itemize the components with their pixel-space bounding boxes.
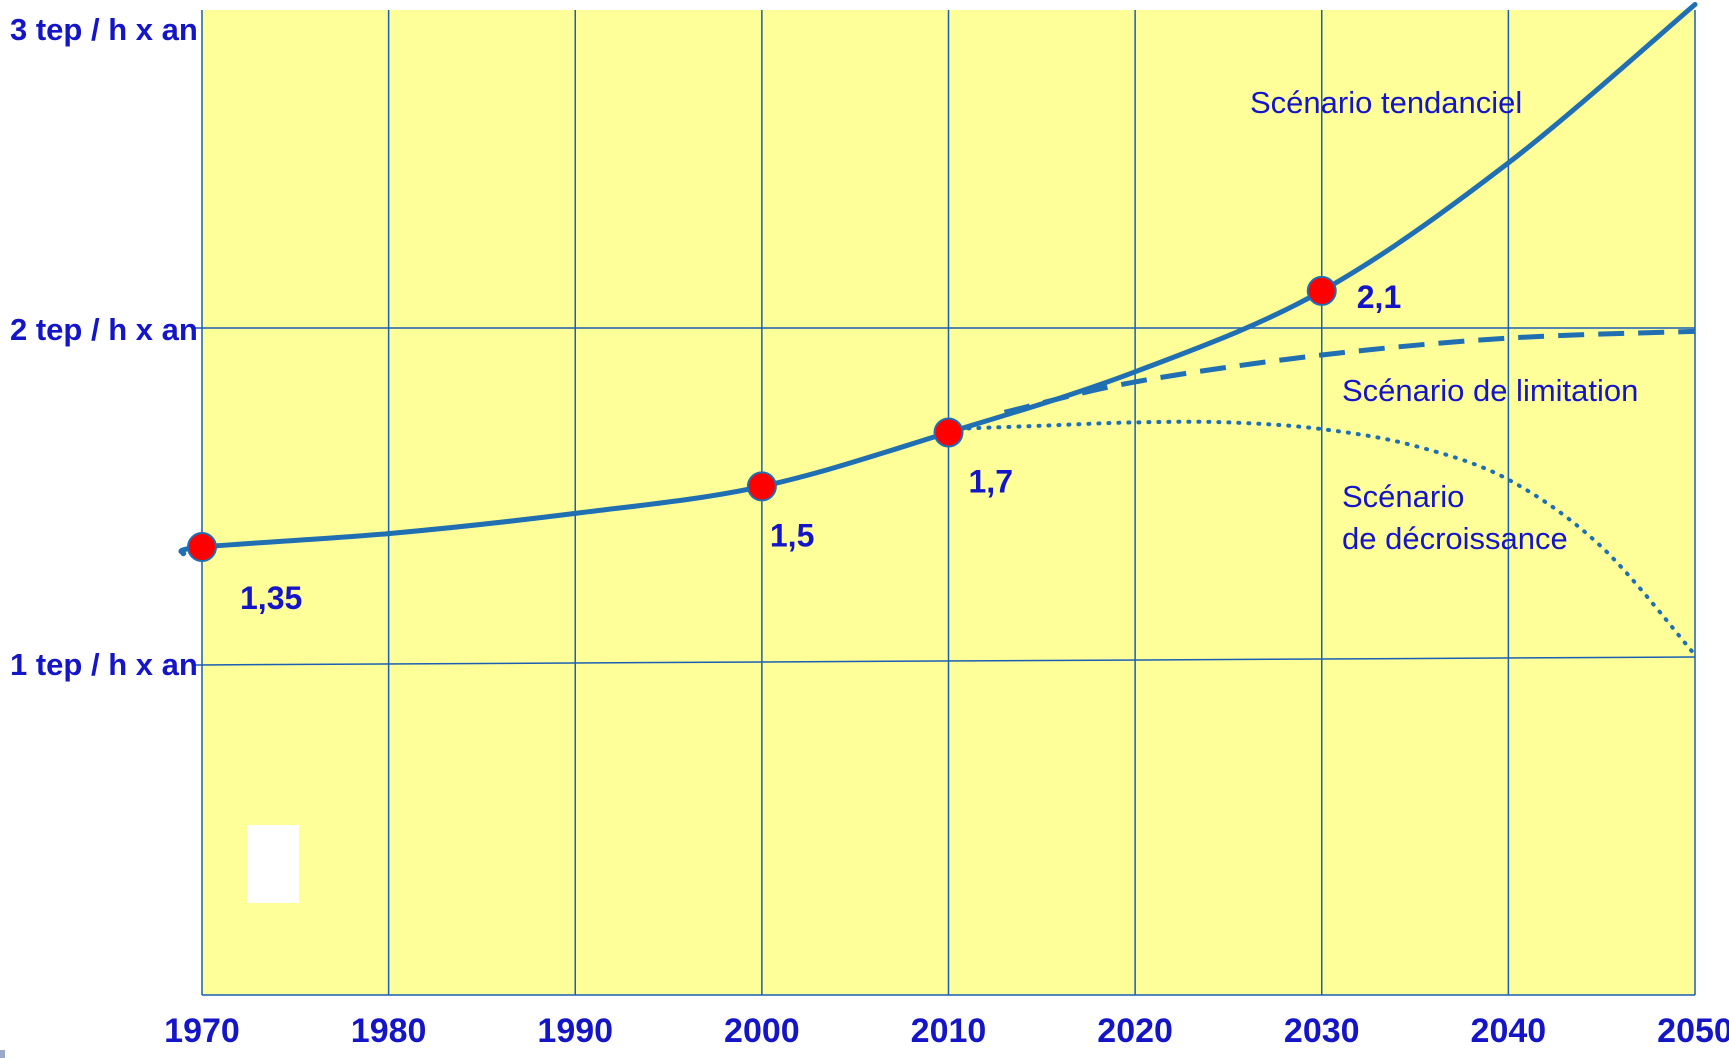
series-annotation: Scénario tendanciel — [1250, 85, 1522, 120]
x-tick-label: 2030 — [1284, 1012, 1360, 1050]
data-point-label: 1,5 — [770, 517, 814, 553]
series-line-dashed — [1003, 328, 1696, 415]
x-tick-label: 2040 — [1471, 1012, 1547, 1050]
y-tick-label: 1 tep / h x an — [10, 647, 198, 682]
series-annotation: Scénario de limitation — [1342, 373, 1638, 408]
data-point-marker — [187, 532, 217, 563]
grid — [194, 10, 1696, 996]
data-point-label: 1,7 — [969, 463, 1013, 499]
data-point-label: 1,35 — [240, 580, 302, 616]
x-tick-label: 2050 — [1657, 1012, 1729, 1050]
y-tick-label: 3 tep / h x an — [10, 12, 198, 47]
data-point-marker — [1306, 275, 1337, 306]
x-tick-label: 1970 — [164, 1012, 240, 1050]
data-point-label: 2,1 — [1357, 279, 1401, 315]
series-line-dotted — [946, 419, 1697, 657]
data-point-marker — [746, 471, 777, 502]
series-annotation-line: Scénario tendanciel — [1250, 85, 1522, 120]
corner-mark — [0, 1050, 5, 1058]
x-tick-label: 1980 — [351, 1012, 427, 1050]
labels: 1,35 1,5 1,7 2,1 1970 1980 1990 2000 2010 2020 203… — [10, 12, 1729, 1050]
x-tick-label: 2010 — [911, 1012, 987, 1050]
grid-line-y — [194, 656, 1696, 666]
x-tick-label: 2000 — [724, 1012, 800, 1050]
data-markers — [187, 275, 1337, 563]
data-point-marker — [933, 417, 964, 448]
series-annotation-line: Scénario de limitation — [1342, 373, 1638, 408]
x-tick-label: 1990 — [537, 1012, 613, 1050]
white-patch — [247, 825, 299, 903]
y-tick-label: 2 tep / h x an — [10, 312, 198, 347]
series-annotation-line: Scénario — [1342, 479, 1464, 514]
series-annotation-line: de décroissance — [1342, 521, 1568, 556]
series-annotation: Scénario de décroissance — [1342, 479, 1568, 556]
x-tick-label: 2020 — [1097, 1012, 1173, 1050]
